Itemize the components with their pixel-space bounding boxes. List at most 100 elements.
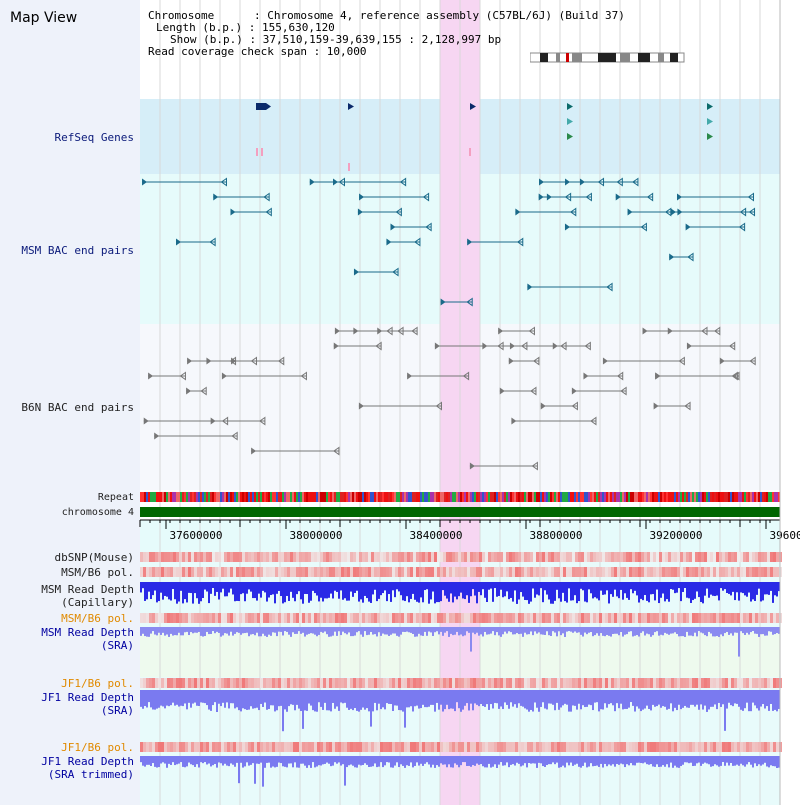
bac-end-arrow[interactable]	[646, 192, 654, 202]
gene-mark[interactable]	[707, 133, 713, 140]
gene-mark[interactable]	[707, 118, 713, 125]
bac-end-arrow[interactable]	[686, 342, 692, 350]
bac-end-arrow[interactable]	[583, 372, 589, 380]
bac-end-arrow[interactable]	[552, 342, 558, 350]
polymorphism-heat-tracks[interactable]	[140, 552, 782, 752]
bac-end-arrow[interactable]	[676, 193, 682, 201]
bac-end-arrow[interactable]	[564, 223, 570, 231]
bac-end-arrow[interactable]	[220, 177, 227, 187]
bac-end-arrow[interactable]	[407, 372, 413, 380]
bac-end-arrow[interactable]	[395, 207, 402, 217]
bac-end-arrow[interactable]	[713, 326, 721, 336]
bac-end-arrow[interactable]	[602, 357, 608, 365]
gene-mark[interactable]	[707, 103, 713, 110]
bac-end-arrow[interactable]	[670, 208, 676, 216]
bac-end-arrow[interactable]	[499, 387, 505, 395]
bac-end-arrow[interactable]	[531, 461, 538, 471]
bac-end-arrow[interactable]	[590, 416, 597, 426]
bac-end-arrow[interactable]	[584, 341, 591, 351]
bac-end-arrow[interactable]	[422, 192, 430, 202]
bac-end-arrow[interactable]	[597, 177, 605, 187]
bac-end-arrow[interactable]	[265, 207, 272, 217]
bac-end-arrow[interactable]	[231, 357, 237, 365]
bac-end-arrow[interactable]	[213, 193, 219, 201]
bac-end-arrow[interactable]	[516, 237, 524, 247]
bac-end-arrow[interactable]	[259, 416, 266, 426]
bac-end-arrow[interactable]	[334, 327, 340, 335]
msm-bac-pairs[interactable]	[142, 177, 756, 307]
bac-end-arrow[interactable]	[200, 386, 207, 396]
bac-end-arrow[interactable]	[250, 356, 258, 366]
bac-end-arrow[interactable]	[569, 207, 577, 217]
bac-end-arrow[interactable]	[642, 327, 648, 335]
bac-end-arrow[interactable]	[434, 342, 440, 350]
gene-mark[interactable]	[266, 103, 271, 110]
bac-end-arrow[interactable]	[221, 372, 227, 380]
bac-end-arrow[interactable]	[411, 326, 418, 336]
bac-end-arrow[interactable]	[375, 341, 382, 351]
bac-end-arrow[interactable]	[738, 222, 746, 232]
gene-mark[interactable]	[567, 103, 573, 110]
bac-end-arrow[interactable]	[627, 208, 633, 216]
bac-end-arrow[interactable]	[357, 208, 363, 216]
bac-end-arrow[interactable]	[231, 431, 238, 441]
bac-end-arrow[interactable]	[186, 387, 192, 395]
bac-end-arrow[interactable]	[508, 357, 514, 365]
bac-end-arrow[interactable]	[540, 402, 546, 410]
bac-end-arrow[interactable]	[728, 341, 736, 351]
bac-end-arrow[interactable]	[532, 356, 540, 366]
bac-end-arrow[interactable]	[528, 326, 535, 336]
b6n-bac-pairs[interactable]	[143, 326, 756, 471]
gene-mark[interactable]	[256, 103, 266, 110]
chromosome-bar[interactable]	[140, 507, 780, 517]
bac-end-arrow[interactable]	[353, 268, 359, 276]
bac-end-arrow[interactable]	[251, 447, 257, 455]
bac-end-arrow[interactable]	[678, 356, 685, 366]
bac-end-arrow[interactable]	[653, 402, 659, 410]
bac-end-arrow[interactable]	[527, 283, 533, 291]
refseq-genes[interactable]	[256, 103, 713, 171]
bac-end-arrow[interactable]	[462, 371, 470, 381]
gene-mark[interactable]	[348, 103, 354, 110]
bac-end-arrow[interactable]	[498, 327, 504, 335]
bac-end-arrow[interactable]	[606, 282, 613, 292]
bac-end-arrow[interactable]	[585, 192, 592, 202]
bac-end-arrow[interactable]	[390, 223, 396, 231]
bac-end-arrow[interactable]	[733, 371, 740, 381]
bac-end-arrow[interactable]	[397, 326, 404, 336]
bac-end-arrow[interactable]	[414, 237, 421, 247]
bac-end-arrow[interactable]	[469, 462, 475, 470]
bac-end-arrow[interactable]	[386, 238, 392, 246]
bac-end-arrow[interactable]	[142, 178, 148, 186]
bac-end-arrow[interactable]	[664, 207, 672, 217]
gene-mark[interactable]	[470, 103, 476, 110]
bac-end-arrow[interactable]	[616, 371, 624, 381]
bac-end-arrow[interactable]	[399, 177, 407, 187]
bac-end-arrow[interactable]	[655, 372, 661, 380]
bac-end-arrow[interactable]	[719, 357, 725, 365]
bac-end-arrow[interactable]	[277, 356, 285, 366]
bac-end-arrow[interactable]	[300, 371, 307, 381]
bac-end-arrow[interactable]	[521, 341, 528, 351]
bac-end-arrow[interactable]	[684, 401, 691, 411]
bac-end-arrow[interactable]	[632, 177, 639, 187]
bac-end-arrow[interactable]	[640, 222, 647, 232]
bac-end-arrow[interactable]	[440, 298, 446, 306]
bac-end-arrow[interactable]	[230, 208, 236, 216]
bac-end-arrow[interactable]	[620, 386, 627, 396]
bac-end-arrow[interactable]	[701, 326, 708, 336]
bac-end-arrow[interactable]	[209, 237, 216, 247]
bac-end-arrow[interactable]	[530, 386, 537, 396]
bac-end-arrow[interactable]	[669, 253, 675, 261]
gene-mark[interactable]	[567, 133, 573, 140]
bac-end-arrow[interactable]	[539, 178, 545, 186]
bac-end-arrow[interactable]	[747, 192, 755, 202]
bac-end-arrow[interactable]	[538, 193, 544, 201]
bac-end-arrow[interactable]	[143, 417, 149, 425]
bac-end-arrow[interactable]	[435, 401, 442, 411]
chromosome-ideogram[interactable]	[530, 52, 685, 64]
bac-end-arrow[interactable]	[179, 371, 186, 381]
bac-end-arrow[interactable]	[148, 372, 154, 380]
bac-end-arrow[interactable]	[482, 342, 488, 350]
